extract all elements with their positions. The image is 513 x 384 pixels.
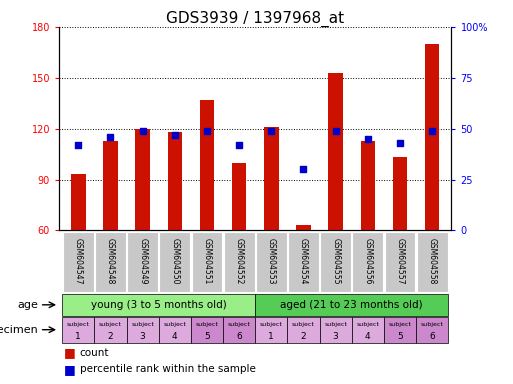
Text: 6: 6: [236, 332, 242, 341]
FancyBboxPatch shape: [62, 317, 94, 343]
Text: GSM604547: GSM604547: [74, 238, 83, 284]
Point: [203, 127, 211, 134]
Text: subject: subject: [421, 322, 444, 328]
FancyBboxPatch shape: [255, 294, 448, 316]
Bar: [425, 44, 439, 230]
Text: 1: 1: [75, 332, 81, 341]
Point: [428, 127, 436, 134]
Point: [300, 166, 308, 172]
Text: 3: 3: [333, 332, 339, 341]
Point: [396, 140, 404, 146]
Text: subject: subject: [388, 322, 411, 328]
Text: GSM604555: GSM604555: [331, 238, 340, 284]
Bar: [71, 174, 86, 230]
FancyBboxPatch shape: [191, 317, 223, 343]
Bar: [103, 141, 117, 230]
FancyBboxPatch shape: [94, 317, 127, 343]
FancyBboxPatch shape: [384, 317, 416, 343]
Text: subject: subject: [324, 322, 347, 328]
Text: subject: subject: [228, 322, 250, 328]
Point: [171, 132, 179, 138]
Text: GSM604548: GSM604548: [106, 238, 115, 284]
Text: subject: subject: [260, 322, 283, 328]
Bar: [232, 162, 246, 230]
Text: subject: subject: [163, 322, 186, 328]
Bar: [296, 225, 311, 230]
Text: aged (21 to 23 months old): aged (21 to 23 months old): [281, 300, 423, 310]
Bar: [168, 132, 182, 230]
Text: GSM604552: GSM604552: [234, 238, 244, 284]
FancyBboxPatch shape: [385, 232, 416, 293]
FancyBboxPatch shape: [287, 317, 320, 343]
Point: [364, 136, 372, 142]
Text: specimen: specimen: [0, 325, 38, 335]
FancyBboxPatch shape: [352, 317, 384, 343]
Point: [267, 127, 275, 134]
FancyBboxPatch shape: [417, 232, 447, 293]
Text: subject: subject: [67, 322, 90, 328]
Text: 1: 1: [268, 332, 274, 341]
Text: 2: 2: [301, 332, 306, 341]
Text: 5: 5: [204, 332, 210, 341]
Text: subject: subject: [195, 322, 219, 328]
Text: GSM604554: GSM604554: [299, 238, 308, 284]
FancyBboxPatch shape: [320, 317, 352, 343]
Text: GSM604558: GSM604558: [428, 238, 437, 284]
FancyBboxPatch shape: [352, 232, 383, 293]
FancyBboxPatch shape: [127, 317, 159, 343]
FancyBboxPatch shape: [95, 232, 126, 293]
Text: GSM604557: GSM604557: [396, 238, 404, 284]
Text: GSM604556: GSM604556: [363, 238, 372, 284]
Title: GDS3939 / 1397968_at: GDS3939 / 1397968_at: [166, 11, 344, 27]
Bar: [393, 157, 407, 230]
Text: subject: subject: [99, 322, 122, 328]
FancyBboxPatch shape: [320, 232, 351, 293]
FancyBboxPatch shape: [62, 294, 255, 316]
FancyBboxPatch shape: [160, 232, 190, 293]
Bar: [200, 100, 214, 230]
Bar: [361, 141, 375, 230]
Text: subject: subject: [131, 322, 154, 328]
Text: 2: 2: [108, 332, 113, 341]
FancyBboxPatch shape: [255, 317, 287, 343]
Text: subject: subject: [292, 322, 315, 328]
Text: subject: subject: [357, 322, 379, 328]
FancyBboxPatch shape: [288, 232, 319, 293]
Text: count: count: [80, 348, 109, 358]
FancyBboxPatch shape: [224, 232, 254, 293]
Text: ■: ■: [64, 363, 76, 376]
Text: 4: 4: [365, 332, 370, 341]
FancyBboxPatch shape: [256, 232, 287, 293]
FancyBboxPatch shape: [159, 317, 191, 343]
Text: age: age: [17, 300, 38, 310]
Text: GSM604551: GSM604551: [203, 238, 211, 284]
FancyBboxPatch shape: [127, 232, 158, 293]
Text: GSM604553: GSM604553: [267, 238, 276, 284]
Bar: [328, 73, 343, 230]
Text: 4: 4: [172, 332, 177, 341]
FancyBboxPatch shape: [416, 317, 448, 343]
Point: [235, 142, 243, 148]
Point: [106, 134, 114, 140]
Point: [74, 142, 83, 148]
Text: 6: 6: [429, 332, 435, 341]
Text: GSM604550: GSM604550: [170, 238, 180, 284]
Text: 3: 3: [140, 332, 146, 341]
Point: [331, 127, 340, 134]
FancyBboxPatch shape: [63, 232, 94, 293]
Text: ■: ■: [64, 346, 76, 359]
Bar: [135, 129, 150, 230]
Text: percentile rank within the sample: percentile rank within the sample: [80, 364, 255, 374]
Text: young (3 to 5 months old): young (3 to 5 months old): [91, 300, 227, 310]
Point: [139, 127, 147, 134]
Text: GSM604549: GSM604549: [138, 238, 147, 284]
Text: 5: 5: [397, 332, 403, 341]
FancyBboxPatch shape: [191, 232, 223, 293]
Bar: [264, 127, 279, 230]
FancyBboxPatch shape: [223, 317, 255, 343]
